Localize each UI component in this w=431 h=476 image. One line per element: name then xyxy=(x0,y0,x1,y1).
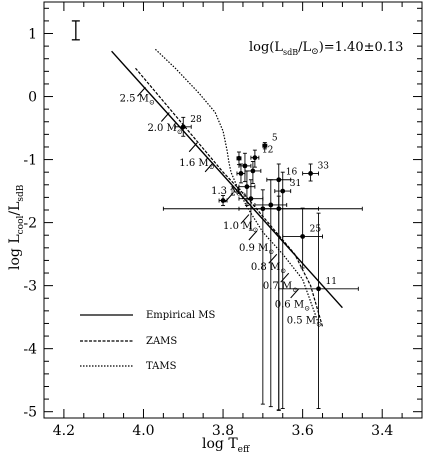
point-marker xyxy=(236,155,242,161)
mass-label: 2.0 M⊙ xyxy=(147,123,182,136)
data-point: 25 xyxy=(282,207,323,269)
mass-labels: 2.5 M⊙ 2.0 M⊙ 1.6 M⊙ 1.3 M⊙ 1.0 M⊙ 0.9 M⊙ 0.8 … xyxy=(120,94,322,329)
mass-tick xyxy=(204,162,214,173)
mass-tick xyxy=(280,272,290,283)
data-point xyxy=(236,151,242,166)
mass-label: 0.5 M⊙ xyxy=(287,315,322,328)
x-tick-label: 3.4 xyxy=(371,423,393,439)
point-label: 5 xyxy=(272,134,278,144)
point-marker xyxy=(220,198,226,203)
axis-ticks xyxy=(43,2,423,418)
x-tick-labels: 4.2 4.0 3.8 3.6 3.4 xyxy=(53,423,394,439)
point-label: 16 xyxy=(286,168,298,178)
mass-tick xyxy=(268,253,278,264)
point-label: 26 xyxy=(230,189,242,199)
y-tick-label: -2 xyxy=(23,216,37,232)
mass-tick xyxy=(188,142,198,153)
mass-tick xyxy=(240,214,250,224)
y-tick-label: -5 xyxy=(23,405,37,421)
y-tick-label: -1 xyxy=(23,153,37,169)
data-point xyxy=(238,170,256,207)
mass-tick xyxy=(137,86,146,97)
mass-tick xyxy=(160,112,170,122)
point-marker xyxy=(180,124,186,130)
point-marker xyxy=(250,168,256,174)
x-tick-label: 4.0 xyxy=(132,423,154,439)
mass-tick xyxy=(248,230,258,241)
zams-line xyxy=(135,67,324,327)
data-point: 31 xyxy=(274,171,301,409)
data-point: 26 xyxy=(218,189,242,207)
x-tick-label: 3.6 xyxy=(291,423,313,439)
y-tick-label: 0 xyxy=(28,90,37,106)
mass-tick xyxy=(290,288,300,299)
point-marker xyxy=(280,188,286,194)
mass-label: 1.6 M⊙ xyxy=(179,158,214,171)
data-point: 11 xyxy=(278,212,359,409)
y-axis-title: log Lcool/LsdB xyxy=(7,184,26,270)
point-marker xyxy=(300,234,306,239)
point-marker xyxy=(248,196,254,202)
legend-label: ZAMS xyxy=(146,336,177,347)
point-label: 28 xyxy=(190,115,202,125)
legend-label: TAMS xyxy=(146,361,177,372)
point-marker xyxy=(276,206,282,212)
mass-label: 0.7 M⊙ xyxy=(263,281,298,294)
data-point: 28 xyxy=(174,115,202,137)
data-point xyxy=(238,152,252,183)
typical-error-bar xyxy=(71,20,80,41)
point-marker xyxy=(308,171,313,176)
mass-label: 0.8 M⊙ xyxy=(251,262,286,275)
point-label: 11 xyxy=(326,277,337,287)
mass-label: 1.0 M⊙ xyxy=(223,221,258,234)
point-marker xyxy=(244,184,250,190)
empirical-ms-line xyxy=(111,50,343,309)
point-label: 33 xyxy=(318,161,330,171)
x-tick-label: 4.2 xyxy=(53,423,75,439)
data-point xyxy=(254,179,288,408)
point-marker xyxy=(316,286,321,292)
point-marker xyxy=(242,163,248,169)
y-tick-label: -4 xyxy=(23,342,37,358)
point-marker xyxy=(262,143,268,149)
point-label: 25 xyxy=(310,224,322,234)
x-axis-title: log Teff xyxy=(202,436,250,455)
data-point: 33 xyxy=(302,161,330,182)
point-marker xyxy=(268,202,274,208)
mass-label: 2.5 M⊙ xyxy=(120,94,155,107)
y-tick-labels: 1 0 -1 -2 -3 -4 -5 xyxy=(23,27,37,421)
mass-label: 0.6 M⊙ xyxy=(275,300,310,313)
data-point xyxy=(236,163,246,184)
point-marker xyxy=(238,171,244,176)
point-marker xyxy=(252,155,258,161)
plot-frame xyxy=(43,1,423,419)
tams-line xyxy=(154,48,320,324)
point-label: 31 xyxy=(290,179,301,189)
point-marker xyxy=(276,177,282,183)
data-point: 12 xyxy=(250,146,273,168)
legend-label: Empirical MS xyxy=(146,310,216,321)
legend: Empirical MS ZAMS TAMS xyxy=(80,310,216,372)
mass-label: 0.9 M⊙ xyxy=(239,243,274,256)
mass-label: 1.3 M⊙ xyxy=(211,186,246,199)
x-tick-label: 3.8 xyxy=(212,423,234,439)
data-point: 5 xyxy=(262,134,278,150)
y-tick-label: 1 xyxy=(28,27,37,43)
luminosity-annotation: log(LsdB/L⊙)=1.40±0.13 xyxy=(249,40,403,57)
y-tick-label: -3 xyxy=(23,279,37,295)
data-point xyxy=(238,195,319,411)
point-label: 12 xyxy=(262,146,273,156)
